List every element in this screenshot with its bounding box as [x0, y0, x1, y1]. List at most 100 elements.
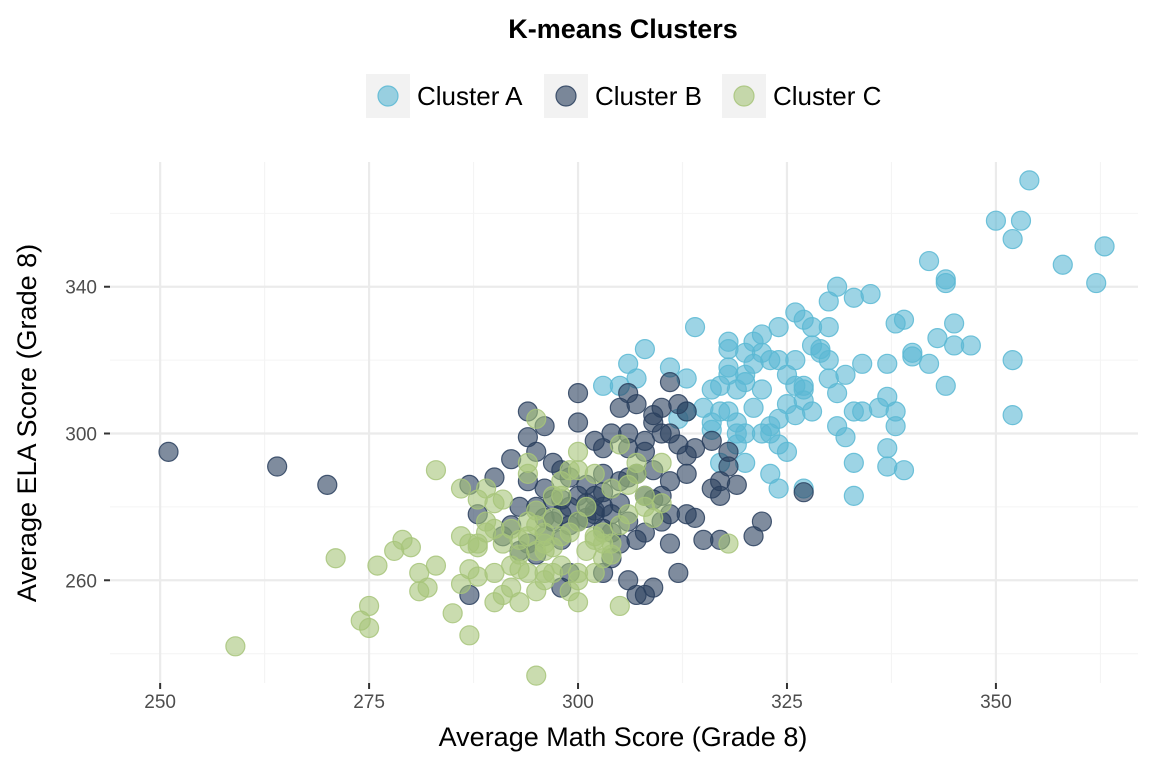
data-point — [835, 427, 856, 448]
data-point — [267, 456, 288, 477]
data-point — [960, 335, 981, 356]
data-point — [542, 507, 564, 528]
data-point — [760, 350, 781, 371]
data-point — [618, 504, 639, 525]
data-point — [659, 533, 681, 554]
data-point — [567, 412, 589, 433]
data-point — [893, 460, 915, 481]
data-point — [609, 434, 630, 455]
data-point — [1086, 272, 1107, 294]
data-point — [785, 350, 806, 371]
data-point — [877, 353, 898, 374]
data-point — [417, 577, 438, 598]
data-point — [501, 449, 522, 470]
legend-label: Cluster A — [417, 81, 523, 111]
data-point — [676, 401, 697, 422]
data-point — [593, 533, 614, 554]
data-point — [944, 313, 965, 334]
data-point — [601, 478, 622, 499]
data-point — [726, 423, 747, 444]
data-point — [718, 339, 739, 360]
data-point — [1010, 210, 1032, 231]
data-point — [1002, 405, 1023, 426]
data-point — [609, 595, 630, 617]
data-point — [985, 210, 1007, 231]
data-point — [793, 390, 814, 411]
data-point — [893, 309, 915, 330]
data-point — [935, 375, 956, 396]
data-point — [317, 474, 338, 495]
data-point — [818, 291, 839, 312]
series-cluster-c — [225, 408, 739, 686]
data-point — [517, 463, 538, 484]
data-point — [551, 485, 572, 506]
data-point — [860, 283, 881, 305]
x-tick-label: 350 — [980, 692, 1012, 713]
data-point — [701, 430, 722, 451]
data-point — [852, 401, 873, 422]
data-point — [735, 452, 756, 473]
data-point — [668, 562, 689, 584]
data-point — [827, 383, 848, 404]
data-point — [643, 412, 664, 433]
data-point — [877, 438, 898, 459]
data-point — [927, 328, 948, 349]
data-point — [843, 287, 864, 308]
data-point — [567, 460, 589, 481]
data-point — [1052, 254, 1073, 275]
data-point — [643, 577, 664, 598]
data-point — [626, 452, 647, 473]
data-point — [534, 570, 555, 591]
data-point — [450, 478, 472, 499]
data-point — [1094, 236, 1115, 257]
data-point — [526, 500, 547, 521]
data-point — [918, 250, 940, 272]
data-point — [768, 317, 789, 338]
data-point — [676, 463, 697, 484]
data-point — [609, 397, 630, 418]
data-point — [367, 555, 388, 576]
y-tick-label: 260 — [65, 571, 97, 592]
data-point — [467, 566, 488, 587]
data-point — [325, 548, 346, 569]
data-point — [852, 353, 873, 374]
legend-marker — [555, 85, 577, 107]
data-point — [651, 452, 672, 473]
data-points — [158, 170, 1115, 686]
data-point — [634, 339, 655, 360]
data-point — [885, 416, 906, 437]
data-point — [684, 507, 706, 528]
chart-title: K-means Clusters — [508, 14, 738, 44]
data-point — [484, 518, 505, 540]
data-point — [576, 496, 597, 517]
legend-item: Cluster C — [722, 74, 881, 118]
data-point — [567, 441, 589, 462]
legend-item: Cluster A — [366, 74, 523, 118]
data-point — [467, 489, 488, 510]
data-point — [358, 595, 380, 617]
data-point — [818, 317, 839, 338]
y-tick-label: 300 — [65, 425, 97, 446]
data-point — [776, 394, 798, 415]
x-tick-label: 325 — [771, 692, 803, 713]
data-point — [225, 636, 246, 657]
data-point — [835, 364, 856, 385]
data-point — [400, 537, 421, 558]
data-point — [701, 478, 722, 499]
data-point — [751, 511, 773, 532]
data-point — [684, 438, 706, 459]
legend-label: Cluster C — [773, 81, 881, 111]
data-point — [484, 562, 505, 584]
data-point — [801, 335, 823, 356]
data-point — [509, 529, 530, 551]
data-point — [584, 463, 605, 484]
x-tick-label: 250 — [144, 692, 176, 713]
data-point — [684, 317, 706, 338]
data-point — [425, 460, 447, 481]
data-point — [526, 665, 547, 686]
legend-marker — [377, 85, 399, 107]
data-point — [526, 408, 547, 429]
data-point — [676, 368, 697, 389]
